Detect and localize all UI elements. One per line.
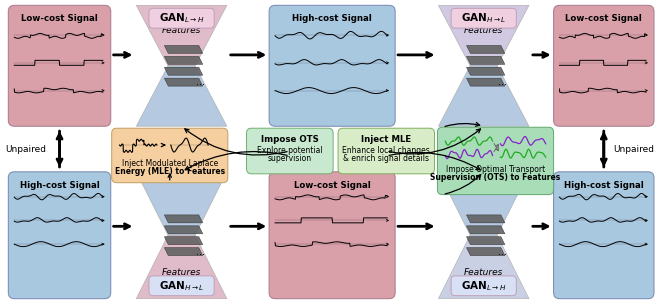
FancyBboxPatch shape [438,127,554,195]
Text: Impose OTS: Impose OTS [261,135,319,144]
Polygon shape [438,235,529,299]
Polygon shape [438,172,529,235]
Text: GAN$_{H\rightarrow L}$: GAN$_{H\rightarrow L}$ [461,11,506,25]
Text: Supervision (OTS) to Features: Supervision (OTS) to Features [430,173,560,182]
Polygon shape [137,235,227,299]
Text: High-cost Signal: High-cost Signal [564,181,644,190]
Polygon shape [467,248,505,256]
FancyBboxPatch shape [338,128,434,174]
FancyBboxPatch shape [554,5,654,126]
Text: Unpaired: Unpaired [5,144,47,154]
Polygon shape [438,5,529,66]
FancyBboxPatch shape [9,172,111,299]
FancyBboxPatch shape [149,8,214,28]
FancyBboxPatch shape [451,276,516,296]
Polygon shape [164,78,203,86]
FancyBboxPatch shape [269,5,395,126]
Polygon shape [467,226,505,234]
Polygon shape [467,46,505,54]
Polygon shape [137,172,227,235]
Text: Enhance local changes: Enhance local changes [343,146,430,155]
Text: Impose Optimal Transport: Impose Optimal Transport [446,165,545,174]
Polygon shape [164,248,203,256]
Text: Low-cost Signal: Low-cost Signal [566,14,642,23]
Text: Features: Features [162,26,201,35]
Text: GAN$_{H\rightarrow L}$: GAN$_{H\rightarrow L}$ [159,279,204,293]
FancyBboxPatch shape [149,276,214,296]
Polygon shape [137,5,227,66]
Text: Inject Modulated Laplace: Inject Modulated Laplace [121,159,218,168]
FancyBboxPatch shape [9,5,111,126]
Text: Features: Features [464,268,504,277]
Text: GAN$_{L\rightarrow H}$: GAN$_{L\rightarrow H}$ [461,279,506,293]
Polygon shape [164,237,203,245]
Polygon shape [164,226,203,234]
Text: GAN$_{L\rightarrow H}$: GAN$_{L\rightarrow H}$ [159,11,205,25]
Polygon shape [467,67,505,75]
Text: ...: ... [498,77,508,87]
Polygon shape [164,56,203,64]
Text: Unpaired: Unpaired [612,144,654,154]
Text: Low-cost Signal: Low-cost Signal [294,181,370,190]
FancyBboxPatch shape [112,128,228,183]
Text: Low-cost Signal: Low-cost Signal [21,14,98,23]
FancyBboxPatch shape [451,8,516,28]
Polygon shape [467,78,505,86]
Polygon shape [467,237,505,245]
Text: High-cost Signal: High-cost Signal [292,14,372,23]
Text: High-cost Signal: High-cost Signal [20,181,100,190]
Text: Inject MLE: Inject MLE [361,135,411,144]
FancyBboxPatch shape [269,172,395,299]
Text: Features: Features [464,26,504,35]
Text: & enrich signal details: & enrich signal details [343,154,429,163]
Polygon shape [137,66,227,126]
FancyBboxPatch shape [554,172,654,299]
Polygon shape [164,215,203,223]
Text: Energy (MLE) to Features: Energy (MLE) to Features [115,167,225,176]
Text: ...: ... [498,247,508,257]
Text: supervision: supervision [268,154,312,163]
Text: ...: ... [196,77,205,87]
Polygon shape [438,66,529,126]
FancyBboxPatch shape [247,128,333,174]
Text: ...: ... [196,247,205,257]
Polygon shape [467,215,505,223]
Polygon shape [164,67,203,75]
Polygon shape [467,56,505,64]
Text: Explore potential: Explore potential [257,146,323,155]
Polygon shape [164,46,203,54]
Text: Features: Features [162,268,201,277]
